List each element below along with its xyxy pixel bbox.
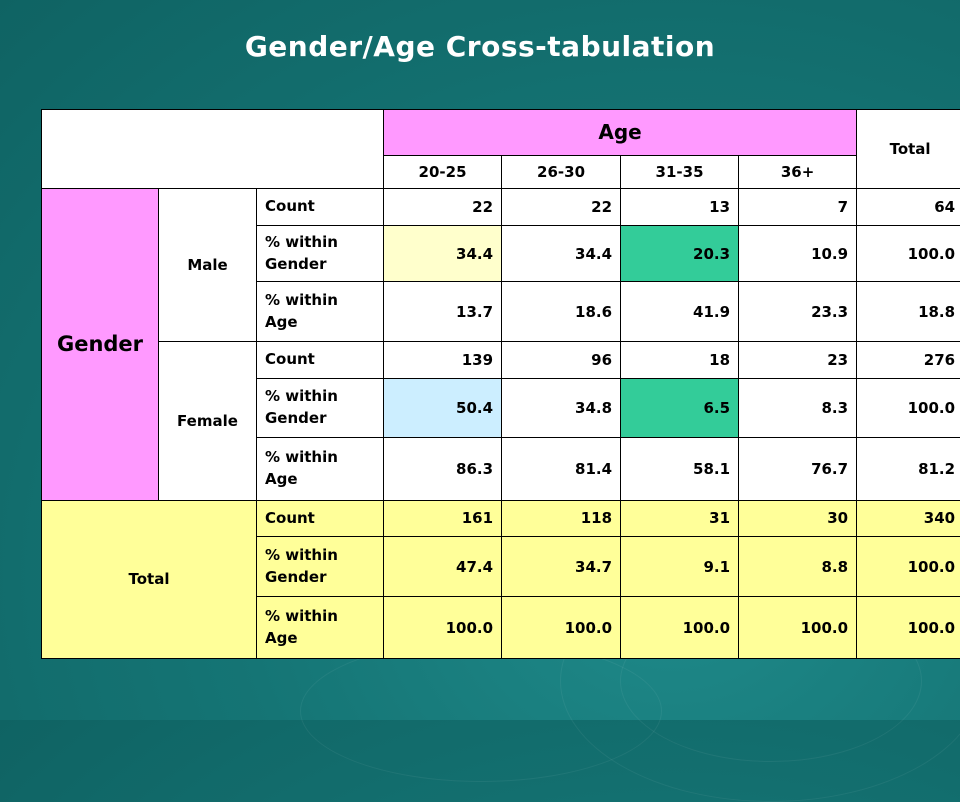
stat-label: Count — [257, 342, 384, 379]
stat-label: % within Gender — [257, 537, 384, 597]
stat-label: % within Age — [257, 597, 384, 659]
table-cell: 58.1 — [621, 437, 739, 500]
table-cell: 13 — [621, 189, 739, 226]
table-cell: 139 — [384, 342, 502, 379]
age-group-header: 31-35 — [621, 155, 739, 188]
table-cell: 20.3 — [621, 225, 739, 282]
table-cell: 100.0 — [857, 378, 960, 437]
table-cell: 13.7 — [384, 282, 502, 342]
table-cell: 96 — [502, 342, 621, 379]
table-cell: 34.4 — [384, 225, 502, 282]
age-group-header: 26-30 — [502, 155, 621, 188]
group-label-male: Male — [159, 189, 257, 342]
table-cell: 23.3 — [739, 282, 857, 342]
table-cell: 8.3 — [739, 378, 857, 437]
total-column-header: Total — [857, 110, 960, 189]
table-cell: 100.0 — [857, 225, 960, 282]
table-cell: 64 — [857, 189, 960, 226]
table-cell: 100.0 — [739, 597, 857, 659]
table-cell: 8.8 — [739, 537, 857, 597]
crosstab-table: Age Total 20-25 26-30 31-35 36+ Gender M… — [41, 109, 960, 659]
table-cell: 161 — [384, 500, 502, 537]
age-group-header: 36+ — [739, 155, 857, 188]
table-cell: 18.8 — [857, 282, 960, 342]
table-cell: 18.6 — [502, 282, 621, 342]
table-cell: 118 — [502, 500, 621, 537]
table-cell: 23 — [739, 342, 857, 379]
table-cell: 41.9 — [621, 282, 739, 342]
table-cell: 7 — [739, 189, 857, 226]
stat-label: % within Age — [257, 282, 384, 342]
age-header: Age — [384, 110, 857, 156]
stat-label: % within Age — [257, 437, 384, 500]
table-cell: 34.4 — [502, 225, 621, 282]
table-cell: 340 — [857, 500, 960, 537]
table-cell: 31 — [621, 500, 739, 537]
corner-cell — [42, 110, 384, 189]
table-cell: 34.8 — [502, 378, 621, 437]
table-cell: 50.4 — [384, 378, 502, 437]
table-cell: 6.5 — [621, 378, 739, 437]
table-row: Female Count 139 96 18 23 276 — [42, 342, 960, 379]
table-row: Total Count 161 118 31 30 340 — [42, 500, 960, 537]
table-cell: 10.9 — [739, 225, 857, 282]
table-cell: 276 — [857, 342, 960, 379]
stat-label: % within Gender — [257, 225, 384, 282]
table-row: Gender Male Count 22 22 13 7 64 — [42, 189, 960, 226]
gender-row-header: Gender — [42, 189, 159, 500]
header-row-age: Age Total — [42, 110, 960, 156]
table-cell: 100.0 — [621, 597, 739, 659]
table-cell: 22 — [502, 189, 621, 226]
table-cell: 100.0 — [384, 597, 502, 659]
table-cell: 22 — [384, 189, 502, 226]
table-cell: 9.1 — [621, 537, 739, 597]
stat-label: % within Gender — [257, 378, 384, 437]
table-cell: 81.2 — [857, 437, 960, 500]
total-row-header: Total — [42, 500, 257, 658]
stat-label: Count — [257, 189, 384, 226]
page-title: Gender/Age Cross-tabulation — [0, 30, 960, 63]
stat-label: Count — [257, 500, 384, 537]
table-cell: 100.0 — [502, 597, 621, 659]
table-cell: 47.4 — [384, 537, 502, 597]
group-label-female: Female — [159, 342, 257, 500]
table-cell: 81.4 — [502, 437, 621, 500]
table-cell: 18 — [621, 342, 739, 379]
table-cell: 34.7 — [502, 537, 621, 597]
table-cell: 100.0 — [857, 597, 960, 659]
table-cell: 30 — [739, 500, 857, 537]
table-cell: 86.3 — [384, 437, 502, 500]
table-cell: 100.0 — [857, 537, 960, 597]
table-cell: 76.7 — [739, 437, 857, 500]
age-group-header: 20-25 — [384, 155, 502, 188]
